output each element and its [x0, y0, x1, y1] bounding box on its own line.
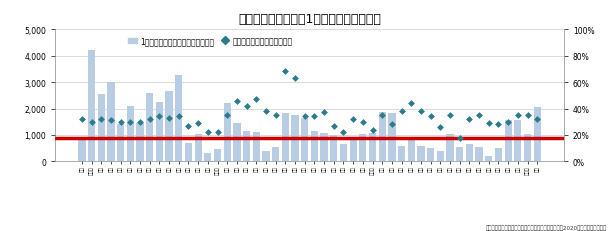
Point	[290, 77, 300, 81]
Point	[338, 131, 348, 135]
Bar	[417, 146, 425, 162]
Point	[183, 124, 193, 128]
Bar	[476, 148, 482, 162]
Point	[271, 114, 281, 117]
Point	[280, 70, 290, 74]
Point	[329, 124, 339, 128]
Bar	[262, 152, 270, 162]
Point	[319, 111, 329, 115]
Text: 出所）総務省「社会生活統計指標－都道府県の指標－2020」より大和総研作成: 出所）総務省「社会生活統計指標－都道府県の指標－2020」より大和総研作成	[485, 224, 607, 230]
Point	[126, 120, 135, 124]
Point	[348, 118, 358, 122]
Bar	[514, 120, 522, 162]
Point	[406, 102, 416, 106]
Bar	[369, 133, 376, 162]
Point	[465, 118, 474, 122]
Bar	[156, 103, 163, 162]
Point	[300, 115, 310, 119]
Point	[378, 114, 387, 117]
Point	[135, 120, 145, 124]
Bar	[88, 51, 95, 162]
Bar	[194, 134, 202, 162]
Point	[503, 120, 513, 124]
Title: 図表２：都道府県別1人当たり可住地面積: 図表２：都道府県別1人当たり可住地面積	[238, 13, 381, 26]
Point	[145, 118, 154, 122]
Bar	[127, 106, 134, 162]
Point	[193, 122, 203, 125]
Bar	[311, 131, 318, 162]
Bar	[291, 115, 299, 162]
Point	[154, 115, 164, 119]
Bar	[340, 145, 347, 162]
Point	[86, 120, 96, 124]
Point	[213, 131, 223, 135]
Point	[532, 118, 542, 122]
Bar	[485, 156, 492, 162]
Bar	[504, 120, 512, 162]
Point	[484, 122, 493, 125]
Bar	[446, 135, 454, 162]
Bar	[466, 145, 473, 162]
Bar	[398, 146, 405, 162]
Bar	[234, 124, 240, 162]
Bar	[456, 148, 463, 162]
Bar	[349, 139, 357, 162]
Bar	[243, 131, 250, 162]
Bar	[321, 133, 328, 162]
Point	[223, 114, 232, 117]
Legend: 1人当たり可住地面積（左軸：㎡）, 可住地面積割合（右軸：％）: 1人当たり可住地面積（左軸：㎡）, 可住地面積割合（右軸：％）	[125, 34, 296, 49]
Bar	[388, 114, 395, 162]
Point	[397, 110, 406, 113]
Bar	[379, 112, 386, 162]
Point	[368, 128, 378, 132]
Bar	[524, 134, 531, 162]
Point	[251, 98, 261, 102]
Bar	[282, 114, 289, 162]
Point	[116, 120, 126, 124]
Bar	[214, 149, 221, 162]
Bar	[408, 139, 415, 162]
Bar	[107, 83, 115, 162]
Point	[445, 114, 455, 117]
Point	[493, 123, 503, 127]
Bar	[301, 118, 308, 162]
Point	[164, 116, 174, 120]
Bar	[137, 124, 143, 162]
Point	[358, 120, 368, 124]
Point	[523, 114, 533, 117]
Bar	[436, 152, 444, 162]
Bar	[272, 147, 280, 162]
Point	[106, 119, 116, 123]
Point	[416, 110, 426, 113]
Point	[474, 114, 484, 117]
Bar	[224, 104, 231, 162]
Point	[261, 110, 271, 113]
Point	[77, 118, 87, 122]
Point	[435, 126, 445, 129]
Point	[96, 118, 106, 122]
Bar	[175, 76, 183, 162]
Bar	[166, 92, 173, 162]
Point	[513, 114, 523, 117]
Bar	[533, 108, 541, 162]
Bar	[185, 143, 192, 162]
Bar	[253, 133, 260, 162]
Bar	[78, 138, 86, 162]
Bar	[495, 149, 502, 162]
Point	[174, 115, 184, 119]
Bar	[204, 154, 211, 162]
Point	[203, 131, 213, 135]
Point	[232, 99, 242, 103]
Bar	[146, 93, 153, 162]
Bar	[427, 149, 434, 162]
Bar	[330, 136, 337, 162]
Point	[387, 123, 397, 127]
Point	[242, 105, 251, 108]
Bar	[359, 135, 367, 162]
Bar	[97, 94, 105, 162]
Point	[426, 115, 436, 119]
Bar	[117, 125, 124, 162]
Point	[455, 136, 465, 140]
Point	[310, 115, 319, 119]
